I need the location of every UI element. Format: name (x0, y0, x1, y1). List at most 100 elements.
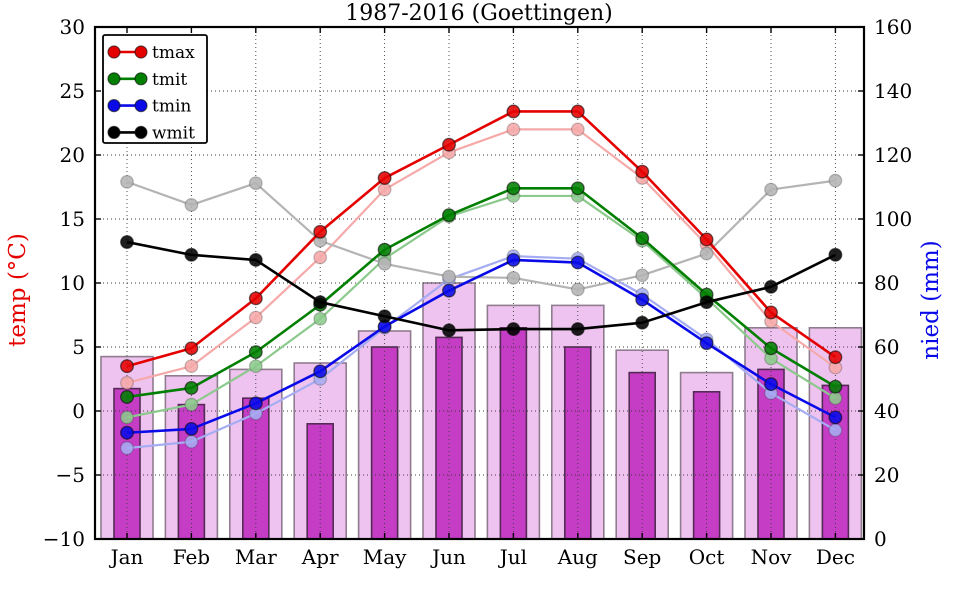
y-right-tick-label: 100 (874, 207, 912, 231)
y-left-tick-label: 5 (72, 335, 85, 359)
tmit-marker-May (377, 242, 392, 257)
tmin-faded-marker-Dec (828, 423, 843, 438)
tmin-marker-Oct (699, 336, 714, 351)
y-right-tick-label: 40 (874, 399, 899, 423)
wmit-marker-Jan (120, 235, 134, 249)
wmit-series (120, 235, 843, 338)
wmit-faded-marker-Jun (442, 269, 456, 284)
legend-marker-tmin (107, 98, 121, 113)
x-tick-label: Aug (557, 545, 598, 569)
precip-bar-nied-dark-Apr (306, 422, 335, 540)
tmin-line (126, 258, 836, 435)
tmit-series (120, 181, 843, 404)
tmit-marker-Nov (764, 341, 778, 356)
x-tick-label: Jul (498, 545, 527, 569)
tmit-marker-Sep (635, 231, 650, 246)
tmin-marker-Jul (506, 253, 521, 267)
wmit-faded-marker-Oct (699, 246, 714, 261)
tmin-marker-Mar (248, 396, 263, 411)
wmit-marker-Jul (506, 322, 521, 337)
y-left-tick-label: 15 (60, 207, 85, 231)
wmit-marker-Apr (313, 295, 328, 310)
tmax-faded-series (120, 122, 843, 390)
tmit-faded-marker-Feb (184, 397, 199, 412)
tmit-faded-series (120, 189, 843, 425)
tmit-marker-Feb (184, 381, 199, 395)
precip-bar-nied-dark-Oct (692, 390, 721, 540)
wmit-faded-marker-Mar (248, 176, 263, 191)
tick-labels: 30 25 20 15 10 5 0 −5 −10 160 140 120 100 80 60 40 20 0 Ja… (43, 15, 912, 569)
wmit-faded-line (126, 179, 836, 291)
x-tick-label: Jan (109, 545, 144, 569)
tmit-marker-Jan (120, 389, 134, 404)
tmin-marker-Aug (570, 255, 585, 270)
tmax-faded-marker-Jan (120, 375, 134, 390)
tmax-marker-Mar (248, 291, 263, 306)
tmax-faded-line (126, 128, 837, 384)
wmit-marker-Feb (184, 247, 199, 262)
y-left-tick-label: 20 (60, 143, 85, 167)
legend-box (102, 34, 208, 144)
tmax-marker-Feb (184, 341, 199, 356)
tmax-faded-marker-Apr (313, 250, 328, 265)
wmit-line (126, 240, 836, 332)
legend: tmax tmit tmin wmit (102, 34, 208, 144)
tmax-marker-Apr (313, 224, 328, 239)
tmin-marker-Dec (828, 410, 843, 425)
legend-label-tmin: tmin (152, 97, 191, 117)
tmax-faded-marker-Jul (506, 122, 521, 137)
wmit-faded-marker-Dec (828, 173, 843, 188)
tmit-marker-Aug (570, 181, 585, 196)
tmin-marker-Jun (442, 283, 456, 298)
tmax-marker-Jul (506, 104, 521, 119)
tmit-faded-marker-Jan (120, 410, 134, 425)
wmit-faded-marker-May (377, 256, 392, 271)
wmit-marker-Aug (570, 322, 585, 337)
legend-marker-wmit (134, 125, 148, 139)
y-right-tick-label: 0 (874, 527, 887, 551)
tmit-faded-line (126, 194, 836, 419)
x-tick-label: Oct (689, 545, 725, 569)
tmax-faded-marker-Aug (570, 122, 585, 137)
y-left-tick-label: 0 (72, 399, 85, 423)
wmit-faded-marker-Aug (570, 282, 585, 297)
wmit-marker-Sep (635, 315, 650, 330)
x-tick-label: Feb (173, 545, 210, 569)
y-left-tick-label: −10 (43, 527, 85, 551)
y-right-tick-label: 160 (874, 15, 912, 39)
tmax-marker-Dec (828, 350, 843, 365)
tmin-marker-Nov (764, 377, 778, 392)
axis-ticks (95, 26, 864, 540)
wmit-marker-Oct (699, 295, 714, 310)
tmax-faded-marker-May (377, 182, 392, 197)
y-left-tick-label: 10 (60, 271, 85, 295)
x-tick-label: Apr (301, 545, 339, 569)
legend-marker-wmit (107, 125, 121, 139)
y-right-tick-label: 60 (874, 335, 899, 359)
wmit-marker-Mar (248, 253, 263, 267)
tmin-faded-series (120, 249, 843, 456)
tmit-faded-marker-Dec (828, 391, 843, 406)
plot-area: 30 25 20 15 10 5 0 −5 −10 160 140 120 100 80 60 40 20 0 Ja… (43, 15, 912, 569)
chart-title: 1987-2016 (Goettingen) (345, 1, 613, 26)
tmit-line (126, 186, 837, 399)
x-tick-label: Nov (751, 545, 793, 569)
legend-marker-tmit (107, 72, 121, 86)
wmit-faded-marker-Feb (184, 197, 199, 212)
tmit-faded-marker-Apr (313, 311, 328, 326)
x-tick-label: Jun (430, 545, 466, 569)
legend-marker-tmit (134, 72, 148, 86)
y-left-axis-label: temp (°C) (5, 233, 31, 347)
wmit-faded-series (120, 173, 843, 297)
tmit-marker-Dec (828, 379, 843, 394)
tmax-marker-Sep (635, 164, 650, 179)
tmax-marker-Oct (699, 232, 714, 247)
y-left-tick-label: 25 (60, 79, 85, 103)
y-right-axis-label: nied (mm) (918, 240, 944, 359)
tmin-faded-marker-Feb (184, 434, 199, 449)
wmit-marker-Dec (828, 247, 843, 262)
tmin-faded-marker-Jan (120, 441, 134, 456)
y-right-tick-label: 120 (874, 143, 912, 167)
